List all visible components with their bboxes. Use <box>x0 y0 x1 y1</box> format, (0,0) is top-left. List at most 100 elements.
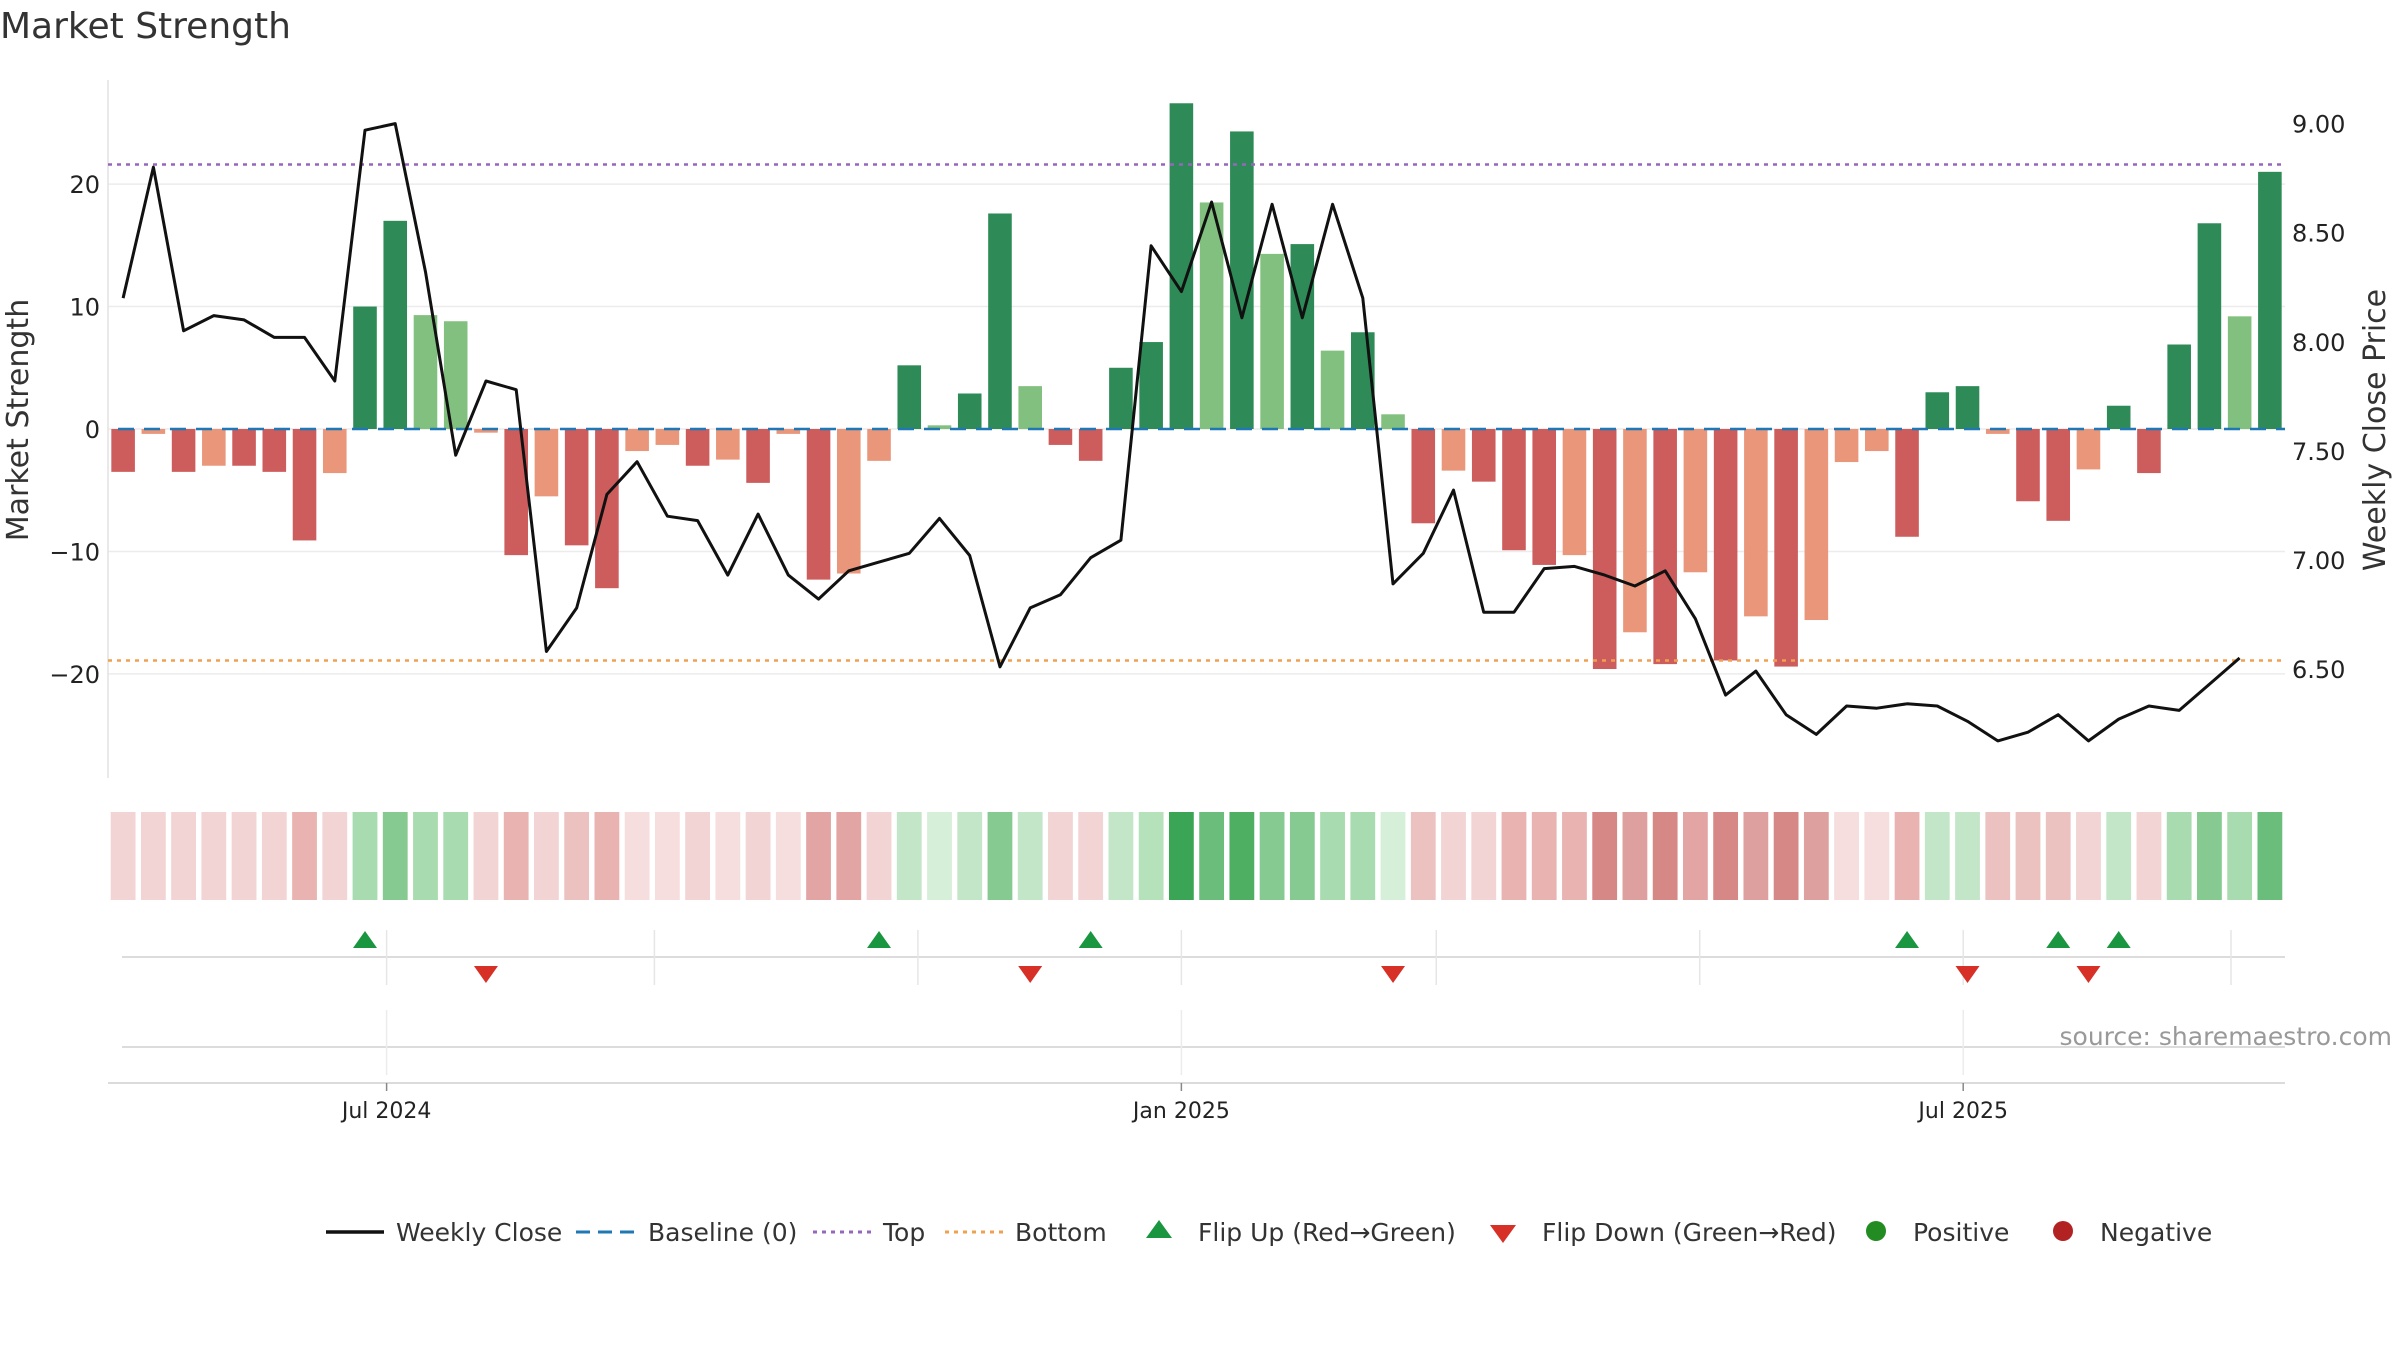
y-tick-left: −10 <box>49 538 100 566</box>
heat-strip-cell <box>987 812 1013 900</box>
heat-strip-cell <box>2197 812 2222 900</box>
flip-up-marker <box>867 931 892 948</box>
strength-bar <box>292 429 317 541</box>
heat-strip-cell <box>654 812 680 900</box>
heat-strip-cell <box>1350 812 1376 900</box>
x-tick-label: Jul 2025 <box>1916 1099 2008 1124</box>
flip-up-marker <box>2046 931 2071 948</box>
heat-strip-cell <box>1743 812 1769 900</box>
heat-strip-cell <box>503 812 529 900</box>
heat-strip-cell <box>624 812 650 900</box>
strength-bar <box>2167 344 2191 429</box>
heat-strip-cell <box>1320 812 1345 900</box>
heat-strip-cell <box>1834 812 1859 900</box>
strength-bar <box>413 315 438 429</box>
heat-strip-cell <box>1864 812 1890 900</box>
y-tick-right: 6.50 <box>2292 656 2345 684</box>
strength-bar <box>1169 103 1194 430</box>
strength-bar <box>2046 429 2071 521</box>
heat-strip-cell <box>1078 812 1104 900</box>
legend-label: Top <box>882 1218 925 1247</box>
heat-strip-cell <box>1531 812 1557 900</box>
strength-bar <box>1774 429 1798 667</box>
strength-bar <box>2197 223 2222 429</box>
strength-bar <box>1562 429 1587 556</box>
heat-strip-cell <box>564 812 590 900</box>
strength-bar <box>625 429 649 452</box>
heat-strip-cell <box>745 812 771 900</box>
y-tick-left: −20 <box>49 661 100 689</box>
heat-strip-cell <box>171 812 196 900</box>
heat-strip-cell <box>594 812 620 900</box>
heat-strip-cell <box>1259 812 1285 900</box>
strength-bar <box>1744 429 1768 617</box>
heat-strip-cell <box>1501 812 1527 900</box>
heat-strip-cell <box>2257 812 2283 900</box>
y-tick-right: 7.00 <box>2292 547 2345 575</box>
heat-strip-cell <box>1048 812 1073 900</box>
heat-strip-cell <box>775 812 801 900</box>
legend: Weekly Close Baseline (0) Top Bottom Flip Up… <box>326 1218 2212 1247</box>
legend-label: Negative <box>2100 1218 2212 1247</box>
strength-bar <box>716 429 740 460</box>
strength-bar <box>1230 131 1254 429</box>
heat-strip-cell <box>1773 812 1799 900</box>
heat-strip-cell <box>1410 812 1436 900</box>
strength-bar <box>655 429 680 445</box>
x-axis: Jul 2024 Jan 2025 Jul 2025 <box>108 1082 2285 1124</box>
strength-bar <box>1955 386 1980 429</box>
heat-strip-cell <box>382 812 408 900</box>
legend-label: Positive <box>1913 1218 2009 1247</box>
heat-strip-cell <box>685 812 711 900</box>
heat-strip-cell <box>1017 812 1043 900</box>
weekly-close-line <box>121 122 2241 743</box>
strength-bar <box>1411 429 1436 524</box>
strength-bar <box>1683 429 1708 573</box>
heat-strip-cell <box>110 812 136 900</box>
y-tick-right: 8.50 <box>2292 220 2345 248</box>
heat-strip-cell <box>1622 812 1648 900</box>
strength-bar <box>2106 405 2131 429</box>
heat-strip-cell <box>1713 812 1739 900</box>
strength-bar <box>1139 342 1163 429</box>
strength-bar <box>836 429 861 574</box>
heat-strip-cell <box>473 812 499 900</box>
legend-flip-up-icon <box>1146 1220 1172 1238</box>
strength-bar <box>1471 429 1496 482</box>
legend-circle-icon <box>1866 1221 1886 1241</box>
strength-bar <box>1592 429 1617 670</box>
strength-bar <box>232 429 256 466</box>
heat-strip-cell <box>261 812 287 900</box>
strength-bar <box>1865 429 1889 452</box>
y-axis-left: −20 −10 0 10 20 <box>49 171 100 689</box>
strength-bars <box>111 103 2282 670</box>
strength-heat-strip <box>110 812 2283 900</box>
strength-bar <box>1381 414 1405 429</box>
heat-strip-cell <box>2076 812 2101 900</box>
strength-bar <box>1985 429 2010 434</box>
strength-bar <box>1078 429 1103 461</box>
heat-strip-cell <box>1441 812 1466 900</box>
heat-strip-cell <box>2045 812 2071 900</box>
flip-up-marker <box>353 931 378 948</box>
legend-flip-down-icon <box>1490 1225 1516 1243</box>
strength-bar <box>1925 392 1950 429</box>
flip-down-marker <box>2076 966 2101 983</box>
strength-bar <box>262 429 287 472</box>
y-tick-right: 8.00 <box>2292 329 2345 357</box>
y-tick-left: 10 <box>69 294 100 322</box>
strength-bar <box>1713 429 1738 661</box>
bottom-panel <box>122 1010 2285 1075</box>
heat-strip-cell <box>201 812 227 900</box>
heat-strip-cell <box>2015 812 2041 900</box>
strength-bar <box>111 429 135 472</box>
legend-label: Flip Up (Red→Green) <box>1198 1218 1456 1247</box>
strength-bar <box>2227 316 2252 429</box>
heat-strip-cell <box>1108 812 1134 900</box>
weekly-close-line-layer <box>121 122 2241 743</box>
y-tick-right: 9.00 <box>2292 111 2345 139</box>
heat-strip-cell <box>1289 812 1315 900</box>
strength-bar <box>1018 386 1042 429</box>
strength-bar <box>534 429 559 497</box>
strength-bar <box>1502 429 1526 551</box>
